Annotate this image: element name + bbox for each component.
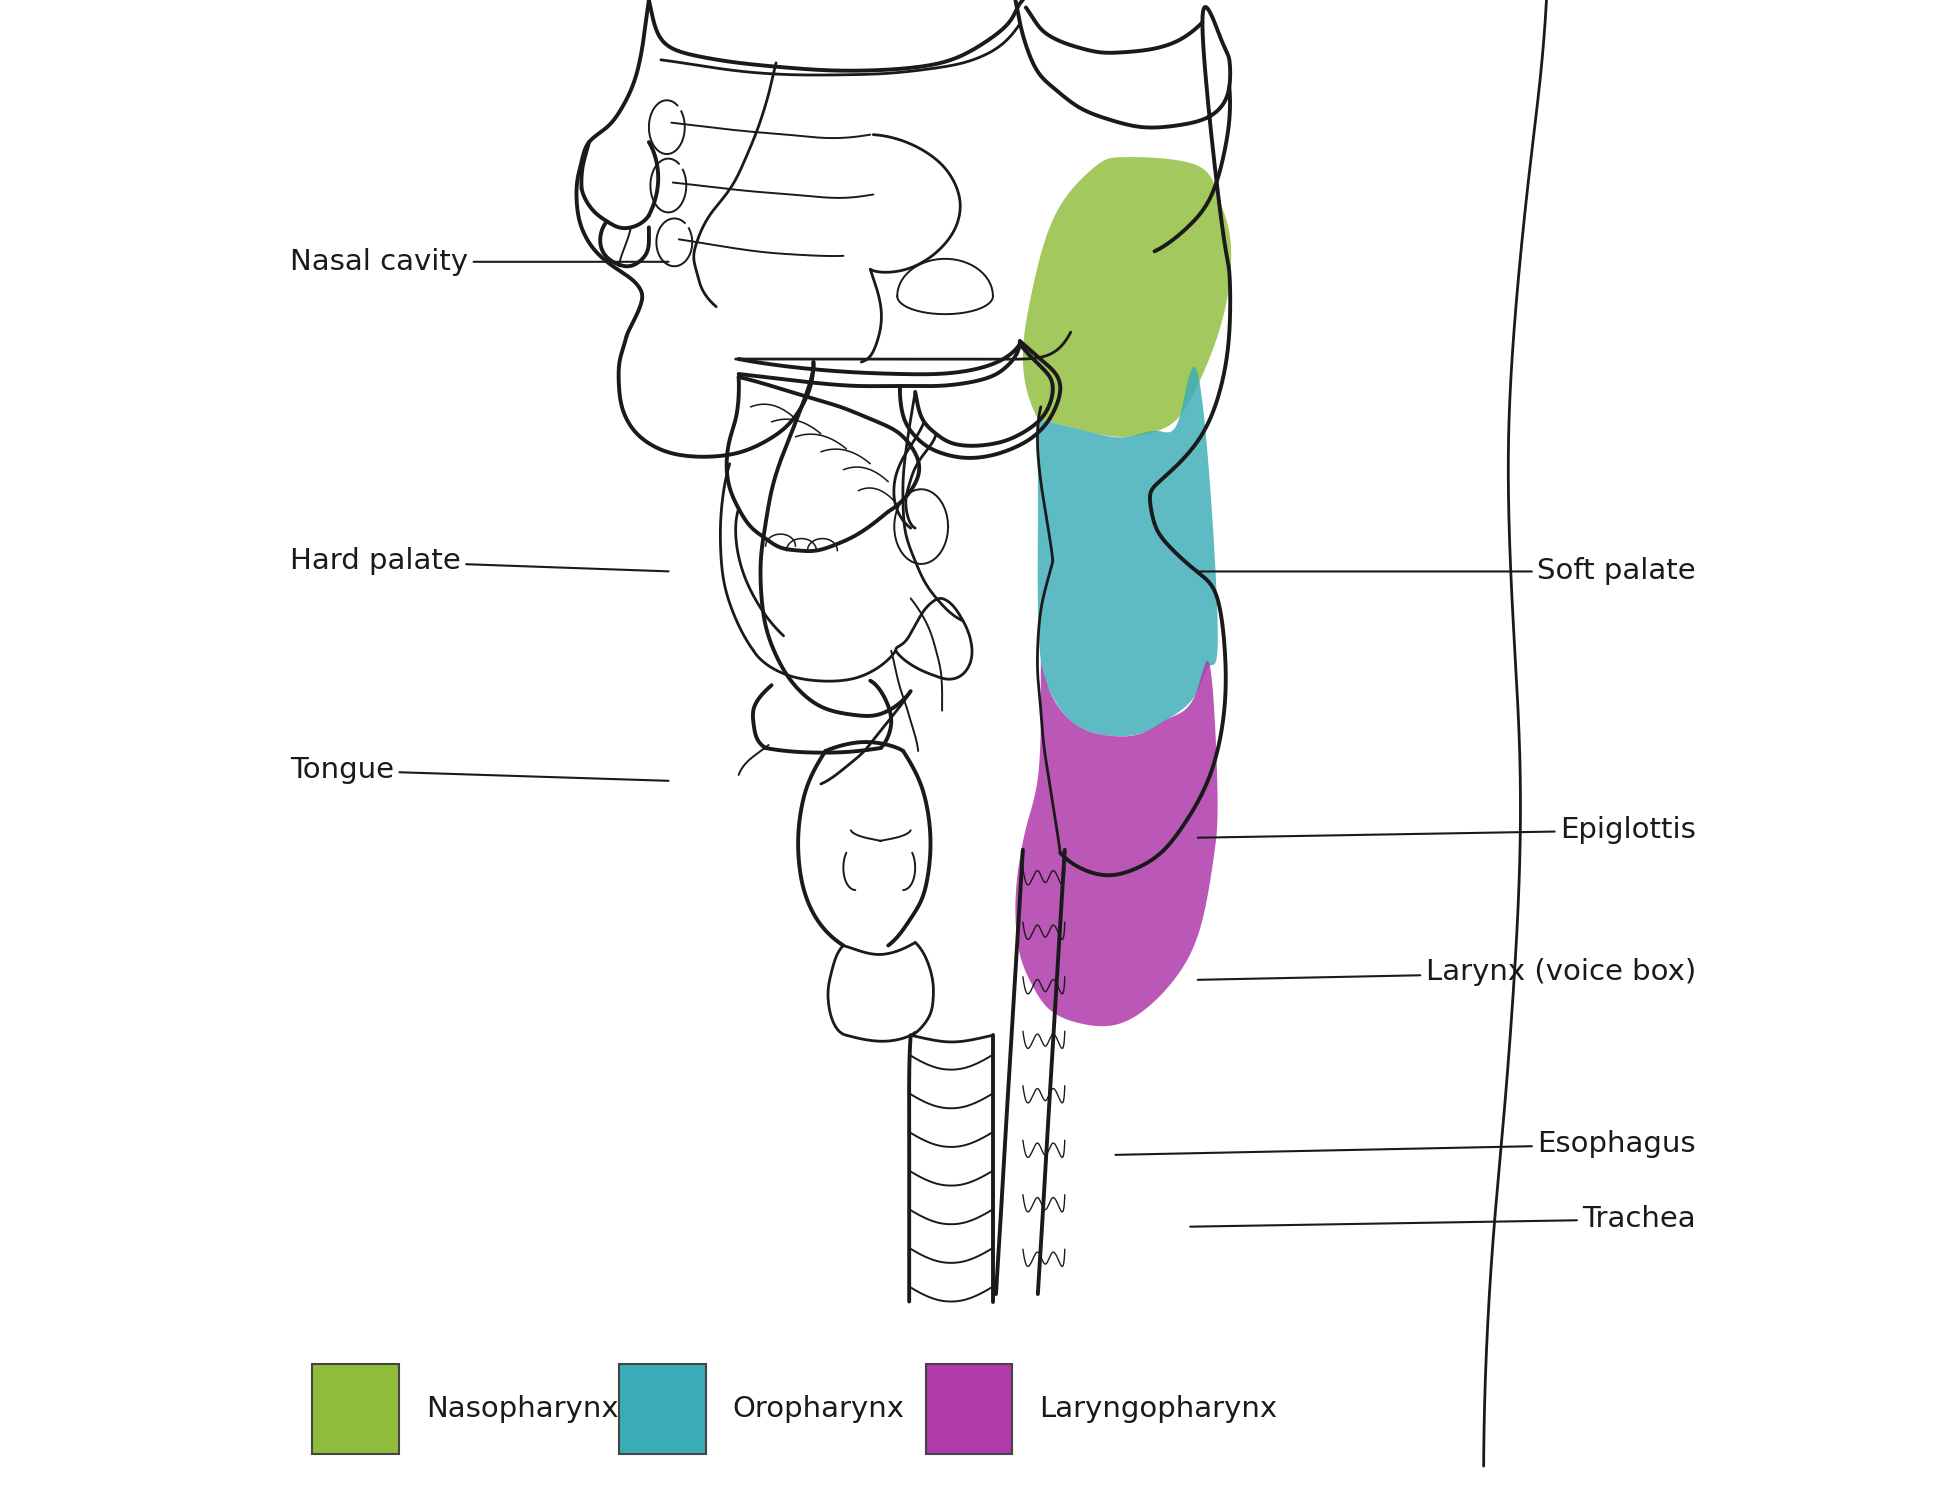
Text: Tongue: Tongue	[289, 757, 669, 784]
Text: Trachea: Trachea	[1189, 1206, 1695, 1233]
Bar	[313, 1364, 399, 1454]
Text: Laryngopharynx: Laryngopharynx	[1038, 1396, 1277, 1423]
Text: Soft palate: Soft palate	[1196, 558, 1695, 585]
Polygon shape	[1022, 157, 1230, 437]
Text: Hard palate: Hard palate	[289, 548, 669, 574]
Bar	[618, 1364, 706, 1454]
Polygon shape	[1038, 367, 1218, 736]
Text: Nasopharynx: Nasopharynx	[426, 1396, 618, 1423]
Bar	[925, 1364, 1013, 1454]
Text: Larynx (voice box): Larynx (voice box)	[1196, 959, 1695, 986]
Polygon shape	[1015, 661, 1218, 1026]
Text: Esophagus: Esophagus	[1114, 1131, 1695, 1158]
Text: Nasal cavity: Nasal cavity	[289, 248, 669, 275]
Text: Epiglottis: Epiglottis	[1196, 817, 1695, 844]
Text: Oropharynx: Oropharynx	[733, 1396, 905, 1423]
